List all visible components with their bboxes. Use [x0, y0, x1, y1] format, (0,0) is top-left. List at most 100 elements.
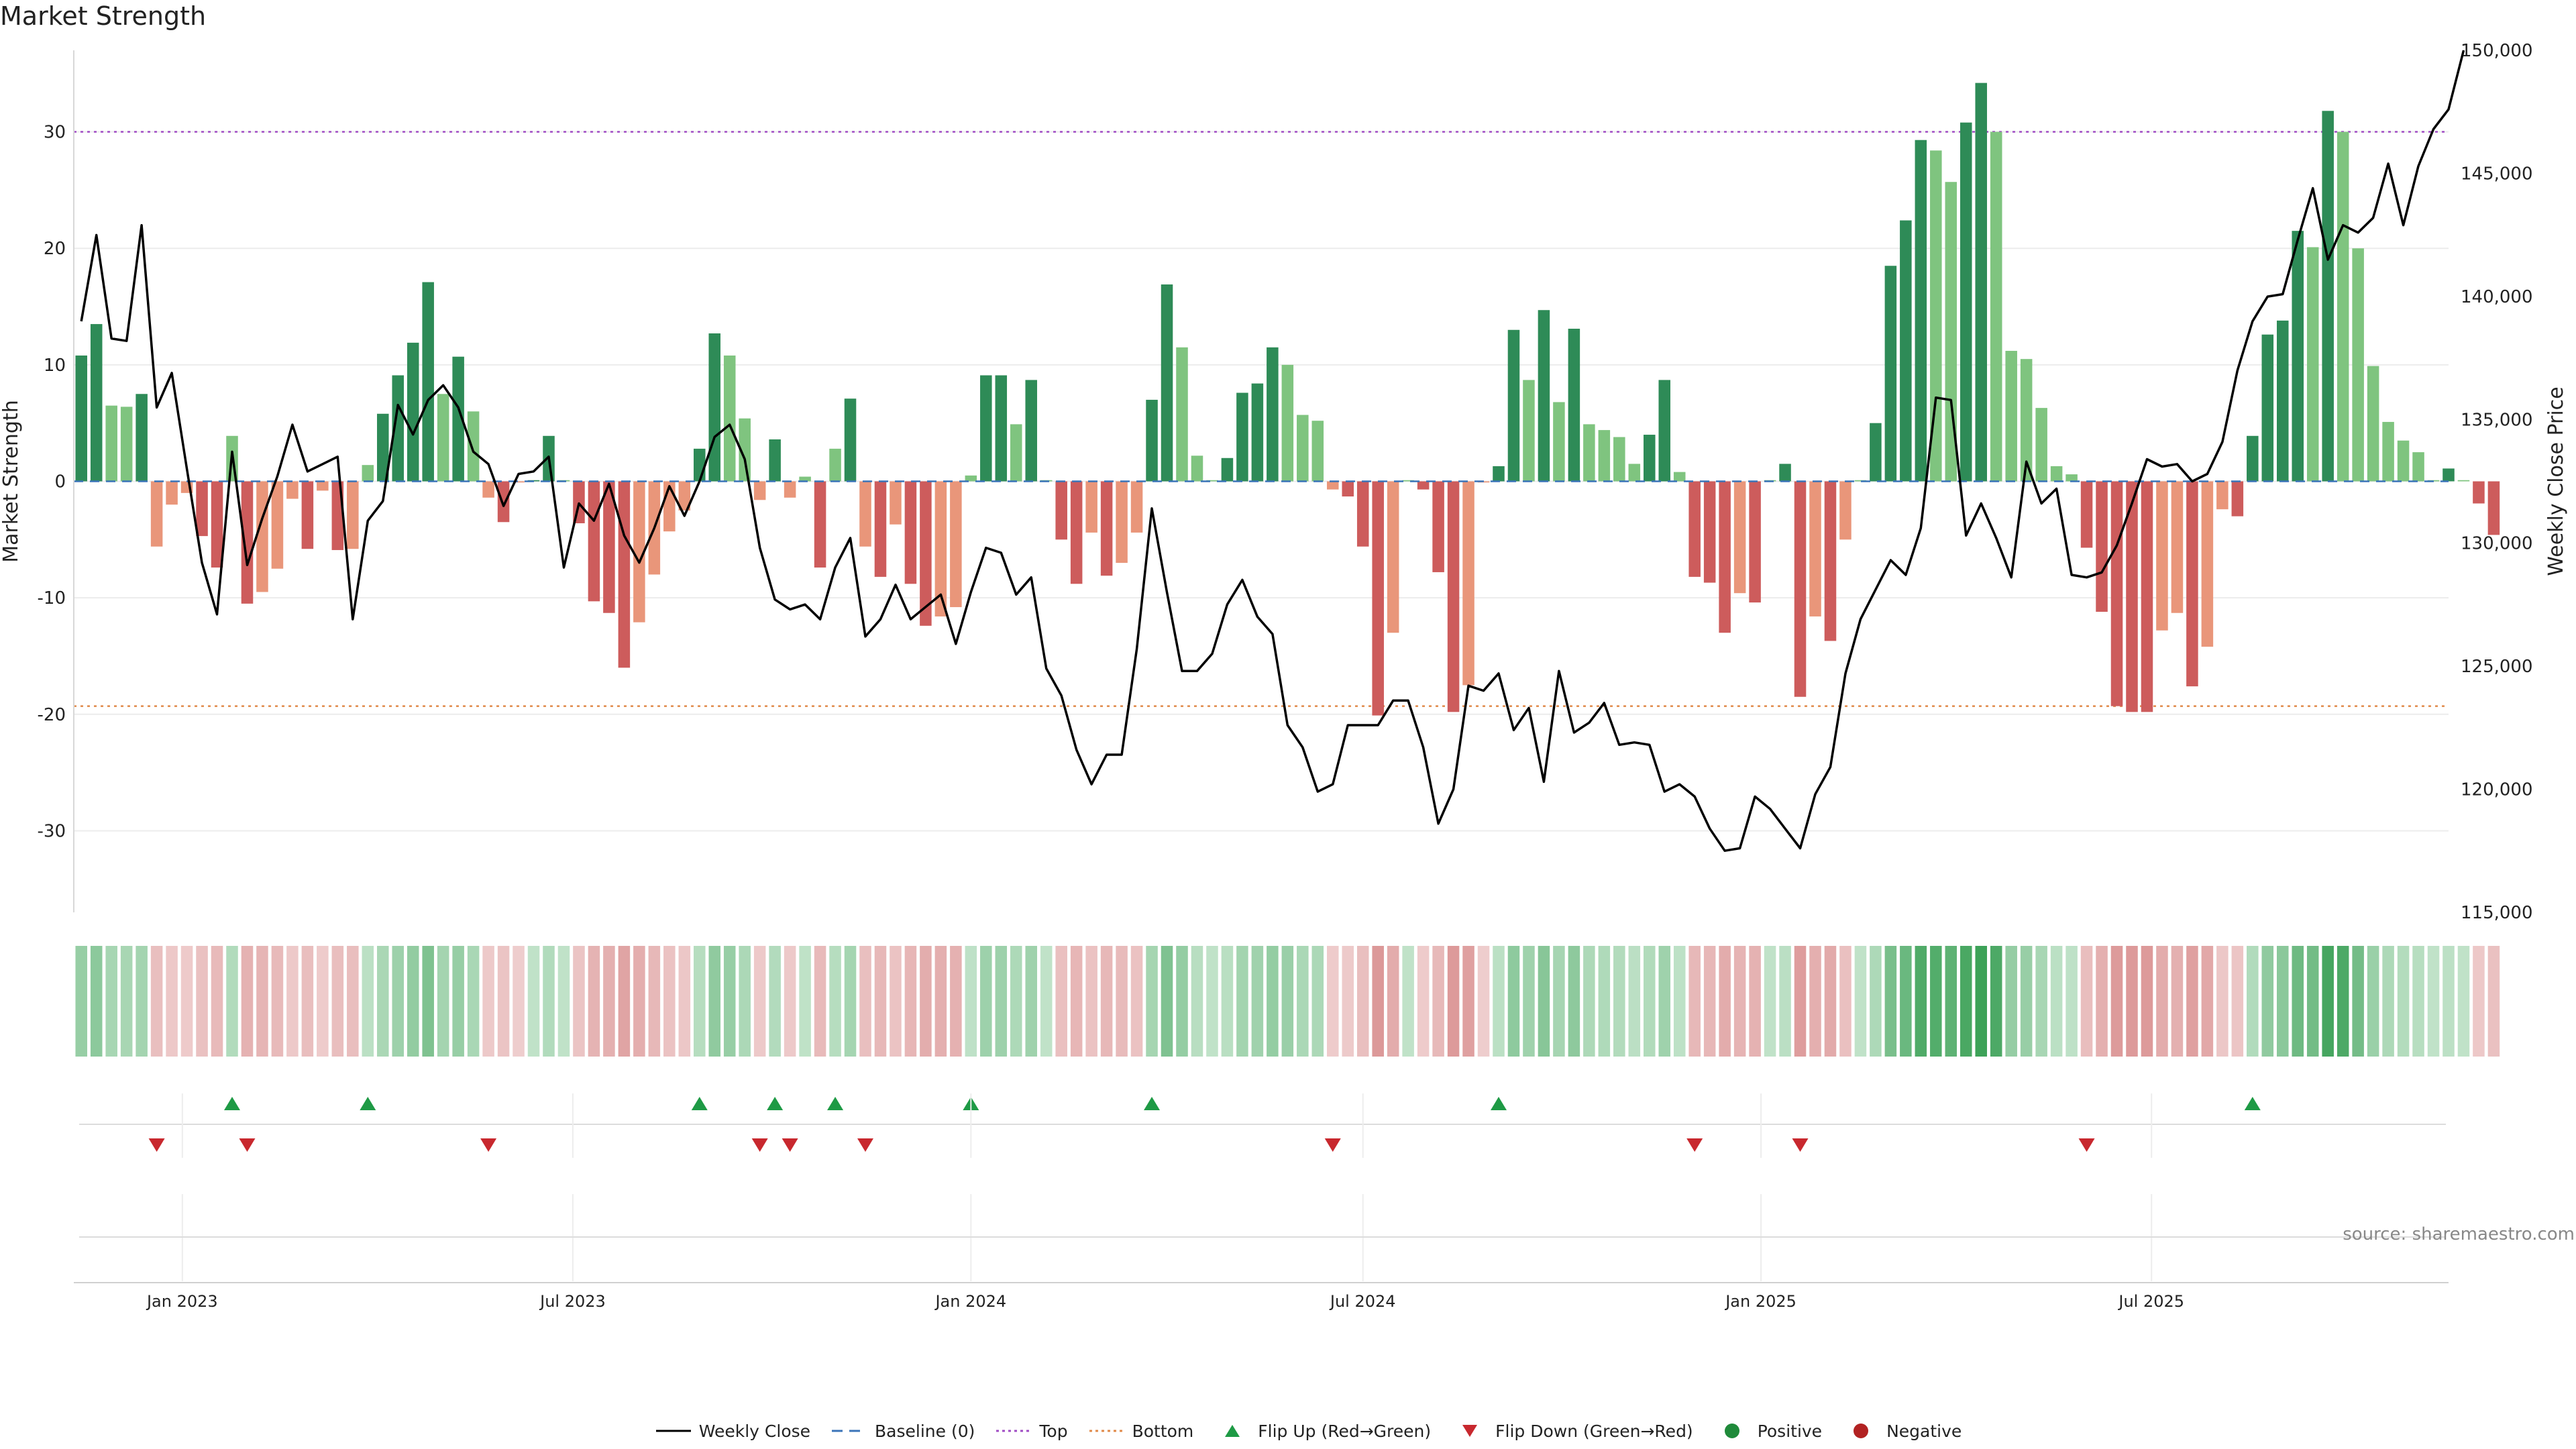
heat-cell — [376, 946, 389, 1057]
strength-bar — [392, 375, 405, 482]
strength-bar — [1733, 481, 1746, 594]
strength-bar — [1854, 480, 1867, 482]
right-tick-label: 140,000 — [2461, 287, 2533, 307]
strength-bar — [769, 439, 781, 482]
strength-bar — [271, 481, 284, 569]
heat-cell — [1477, 946, 1490, 1057]
strength-bar — [90, 324, 103, 482]
heat-cell — [753, 946, 766, 1057]
heat-cell — [1025, 946, 1038, 1057]
chart-title: Market Strength — [0, 1, 207, 31]
strength-bar — [2050, 466, 2063, 482]
strength-bar — [1553, 402, 1565, 482]
strength-bar — [1568, 329, 1580, 482]
legend-item: Positive — [1713, 1421, 1822, 1441]
heat-cell — [1900, 946, 1912, 1057]
strength-bar — [1297, 415, 1309, 482]
heat-cell — [196, 946, 208, 1057]
heat-cell — [1658, 946, 1671, 1057]
heat-cell — [2080, 946, 2093, 1057]
heat-cell — [1221, 946, 1234, 1057]
strength-bar — [723, 355, 736, 482]
heat-cell — [362, 946, 374, 1057]
heat-cell — [2261, 946, 2274, 1057]
legend-swatch — [655, 1430, 691, 1432]
heat-cell — [347, 946, 359, 1057]
heat-cell — [1372, 946, 1384, 1057]
strength-bar — [362, 465, 374, 482]
heat-cell — [1703, 946, 1716, 1057]
heat-cell — [2231, 946, 2244, 1057]
strength-bar — [2367, 366, 2379, 482]
strength-bar — [1583, 424, 1595, 482]
strength-bar — [920, 481, 932, 626]
strength-bar — [301, 481, 314, 549]
right-axis-title: Weekly Close Price — [2544, 386, 2568, 576]
legend: Weekly Close Baseline (0) Top Bottom Flip Up… — [0, 1421, 2576, 1448]
flip-up-marker — [2244, 1097, 2261, 1110]
heat-cell — [1643, 946, 1656, 1057]
heat-cell — [1116, 946, 1128, 1057]
legend-swatch — [996, 1430, 1032, 1432]
strength-bar — [1688, 481, 1701, 577]
strength-bar — [2457, 480, 2470, 482]
strength-bar — [1598, 430, 1611, 482]
strength-bar — [2080, 481, 2093, 548]
heat-cell — [874, 946, 887, 1057]
strength-bar — [799, 476, 811, 482]
heat-cell — [2035, 946, 2047, 1057]
strength-bar — [513, 481, 525, 483]
heat-cell — [950, 946, 962, 1057]
heat-cell — [1281, 946, 1294, 1057]
strength-bar — [1387, 481, 1399, 633]
strength-bar — [859, 481, 871, 547]
heat-cell — [1733, 946, 1746, 1057]
strength-bar — [2005, 351, 2017, 482]
heat-cell — [1613, 946, 1625, 1057]
flip-up-marker — [360, 1097, 376, 1110]
heat-cell — [1417, 946, 1430, 1057]
strength-bar — [2201, 481, 2214, 647]
heat-cell — [513, 946, 525, 1057]
strength-bar — [2322, 111, 2334, 482]
heat-cell — [1462, 946, 1474, 1057]
heat-cell — [2443, 946, 2455, 1057]
strength-bar — [874, 481, 887, 577]
heat-cell — [995, 946, 1008, 1057]
strength-bar — [2156, 481, 2168, 631]
heat-cell — [497, 946, 510, 1057]
heat-cell — [1040, 946, 1053, 1057]
heat-cell — [407, 946, 419, 1057]
heat-cell — [1055, 946, 1067, 1057]
heat-cell — [2020, 946, 2033, 1057]
strength-bar — [1146, 399, 1158, 482]
strength-bar — [286, 481, 299, 499]
heat-cell — [1809, 946, 1821, 1057]
heat-cell — [934, 946, 947, 1057]
heat-cell — [2382, 946, 2394, 1057]
legend-label: Bottom — [1132, 1421, 1194, 1441]
strength-bar — [950, 481, 962, 608]
heat-cell — [965, 946, 977, 1057]
strength-bar — [2412, 452, 2424, 482]
strength-bar — [1493, 466, 1505, 482]
strength-bar — [2261, 334, 2274, 482]
heat-cell — [2487, 946, 2500, 1057]
strength-bar — [739, 418, 751, 482]
heat-cell — [618, 946, 631, 1057]
heat-cell — [2201, 946, 2214, 1057]
strength-heat-strip — [75, 946, 2500, 1057]
heat-cell — [1719, 946, 1731, 1057]
heat-cell — [1146, 946, 1158, 1057]
strength-bar — [2186, 481, 2198, 687]
strength-bar — [422, 282, 434, 482]
flip-down-marker — [148, 1138, 165, 1152]
heat-cell — [648, 946, 661, 1057]
heat-cell — [2276, 946, 2289, 1057]
strength-bar — [1402, 480, 1414, 482]
strength-bar — [1643, 435, 1656, 482]
strength-bar — [317, 481, 329, 491]
left-tick-label: 10 — [44, 356, 66, 376]
legend-item: Flip Up (Red→Green) — [1214, 1421, 1431, 1441]
heat-cell — [1915, 946, 1927, 1057]
